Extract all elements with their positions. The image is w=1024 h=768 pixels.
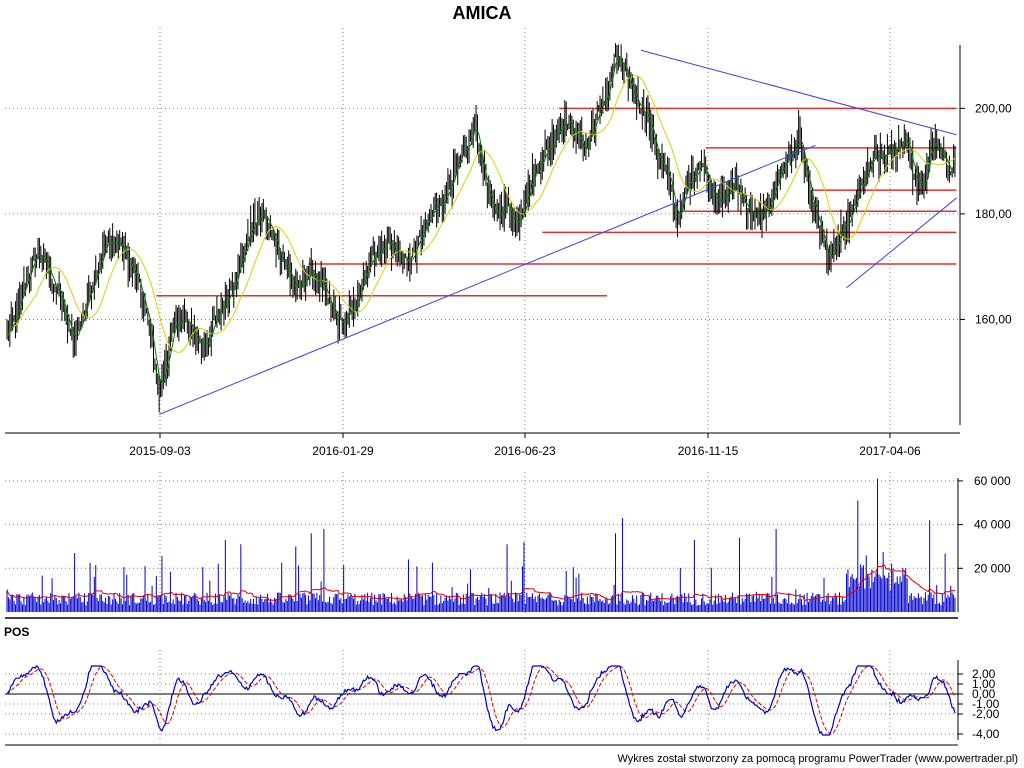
volume-y-ticks: 60 000 40 000 20 000 bbox=[958, 474, 1011, 575]
volume-y-tick-label: 40 000 bbox=[974, 518, 1011, 532]
pos-y-tick-label: -1,00 bbox=[972, 697, 1000, 711]
date-x-ticks: 2015-09-03 2016-01-29 2016-06-23 2016-11-15… bbox=[129, 433, 921, 458]
pos-y-tick-label: 2,00 bbox=[972, 667, 996, 681]
volume-average-line bbox=[6, 564, 956, 601]
date-x-tick-label: 2017-04-06 bbox=[859, 444, 921, 458]
volume-y-tick-label: 60 000 bbox=[974, 474, 1011, 488]
price-y-tick-label: 160,00 bbox=[975, 312, 1012, 326]
pos-indicator-label: POS bbox=[4, 625, 29, 639]
volume-grid bbox=[5, 472, 958, 615]
trendline bbox=[158, 144, 816, 415]
footer-credit: Wykres został stworzony za pomocą progra… bbox=[617, 753, 1018, 765]
price-y-tick-label: 180,00 bbox=[975, 207, 1012, 221]
pos-y-ticks: 2,001,000,00-1,00-2,00 -4,00 bbox=[958, 667, 1000, 741]
trendline bbox=[846, 197, 957, 289]
date-x-tick-label: 2016-06-23 bbox=[494, 444, 556, 458]
volume-panel: 60 000 40 000 20 000 bbox=[5, 472, 1011, 619]
chart-title: AMICA bbox=[453, 3, 512, 23]
trendline bbox=[640, 49, 957, 136]
pos-y-tick-label: -4,00 bbox=[972, 727, 1000, 741]
price-y-ticks: 200,00 180,00 160,00 bbox=[960, 101, 1012, 326]
date-x-tick-label: 2016-11-15 bbox=[678, 444, 739, 458]
price-grid bbox=[5, 28, 958, 430]
date-x-tick-label: 2015-09-03 bbox=[129, 444, 191, 458]
pos-y-tick-label: 1,00 bbox=[972, 677, 996, 691]
pos-y-tick-label: 0,00 bbox=[972, 687, 996, 701]
trendlines bbox=[158, 49, 957, 415]
pos-grid bbox=[5, 650, 958, 742]
price-candles bbox=[6, 43, 956, 413]
moving-average-short-line bbox=[6, 57, 956, 384]
moving-average-long-line bbox=[6, 75, 956, 353]
pos-main-line bbox=[6, 665, 956, 736]
pos-y-tick-label: -2,00 bbox=[972, 707, 1000, 721]
volume-y-tick-label: 20 000 bbox=[974, 561, 1011, 575]
volume-bars bbox=[6, 478, 956, 612]
date-x-tick-label: 2016-01-29 bbox=[312, 444, 374, 458]
pos-panel: POS 2,001,000,00-1,00-2,00 -4,00 bbox=[4, 625, 1000, 746]
price-y-tick-label: 200,00 bbox=[975, 101, 1012, 115]
